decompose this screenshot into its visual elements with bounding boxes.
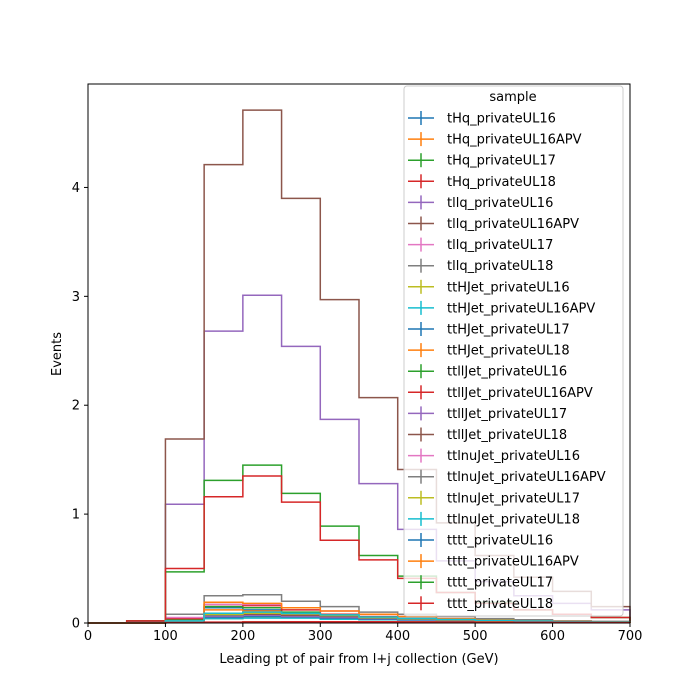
x-tick-label: 200 — [230, 629, 255, 644]
legend-entry: tHq_privateUL16APV — [408, 132, 582, 148]
legend-box — [403, 85, 624, 617]
x-axis-label: Leading pt of pair from l+j collection (… — [219, 652, 498, 667]
legend-entry: tHq_privateUL16 — [408, 111, 556, 127]
legend-entry: tHq_privateUL18 — [408, 174, 556, 190]
y-axis-label: Events — [50, 332, 65, 376]
legend-entry: tllq_privateUL16 — [408, 195, 553, 211]
legend-entries: tHq_privateUL16 tHq_privateUL16APV tHq_pri… — [408, 111, 606, 612]
legend-entry: ttlnuJet_privateUL17 — [408, 490, 580, 506]
x-tick-label: 500 — [463, 629, 488, 644]
x-axis: 0 100 200 300 400 500 600 700 — [84, 623, 643, 644]
legend-entry: tttt_privateUL16APV — [408, 554, 579, 570]
legend-entry: ttllJet_privateUL16 — [408, 364, 567, 380]
legend-label: tllq_privateUL16APV — [447, 217, 579, 232]
legend-label: ttllJet_privateUL16 — [447, 365, 567, 380]
x-tick-label: 100 — [153, 629, 178, 644]
legend-entry: ttllJet_privateUL18 — [408, 427, 567, 443]
legend-entry: tllq_privateUL17 — [408, 237, 553, 253]
legend-label: tttt_privateUL16APV — [447, 555, 579, 570]
series-line-ttlnuJet_privateUL18 — [88, 611, 631, 624]
y-tick-label: 1 — [72, 508, 80, 523]
plot-frame — [87, 83, 631, 624]
y-axis: 0 1 2 3 4 — [72, 181, 88, 632]
legend-entry: tttt_privateUL16 — [408, 533, 553, 549]
legend-label: tllq_privateUL18 — [447, 259, 553, 274]
legend-entry: tttt_privateUL18 — [408, 596, 553, 612]
legend-title: sample — [489, 90, 536, 105]
series-line-tttt_privateUL18 — [88, 620, 631, 624]
legend-entry: tllq_privateUL16APV — [408, 216, 579, 232]
legend-label: ttllJet_privateUL17 — [447, 407, 567, 422]
legend-label: ttHJet_privateUL16 — [447, 280, 570, 295]
legend-entry: tttt_privateUL17 — [408, 575, 553, 591]
legend: sample tHq_privateUL16 tHq_privateUL16APV… — [403, 85, 624, 617]
y-tick-label: 4 — [72, 181, 80, 196]
legend-entry: ttHJet_privateUL16 — [408, 279, 570, 295]
x-tick-label: 0 — [84, 629, 92, 644]
legend-label: tHq_privateUL17 — [447, 154, 556, 169]
legend-entry: ttHJet_privateUL18 — [408, 343, 570, 359]
legend-entry: ttlnuJet_privateUL16 — [408, 448, 580, 464]
x-tick-label: 300 — [308, 629, 333, 644]
legend-entry: ttlnuJet_privateUL18 — [408, 511, 580, 527]
y-tick-label: 0 — [72, 617, 80, 632]
series-layer — [88, 109, 631, 624]
x-tick-label: 700 — [618, 629, 643, 644]
legend-label: tttt_privateUL16 — [447, 534, 553, 549]
legend-label: tHq_privateUL16 — [447, 112, 556, 127]
x-tick-label: 600 — [540, 629, 565, 644]
legend-entry: tHq_privateUL17 — [408, 153, 556, 169]
legend-label: tHq_privateUL18 — [447, 175, 556, 190]
legend-label: ttHJet_privateUL16APV — [447, 301, 595, 316]
legend-label: tttt_privateUL17 — [447, 576, 553, 591]
legend-label: ttlnuJet_privateUL16APV — [447, 470, 606, 485]
legend-entry: tllq_privateUL18 — [408, 258, 553, 274]
legend-label: ttlnuJet_privateUL18 — [447, 512, 580, 527]
legend-label: ttHJet_privateUL17 — [447, 323, 570, 338]
legend-label: tllq_privateUL16 — [447, 196, 553, 211]
legend-entry: ttllJet_privateUL16APV — [408, 385, 593, 401]
legend-entry: ttllJet_privateUL17 — [408, 406, 567, 422]
legend-label: ttHJet_privateUL18 — [447, 344, 570, 359]
legend-label: tllq_privateUL17 — [447, 238, 553, 253]
legend-label: ttllJet_privateUL16APV — [447, 386, 593, 401]
legend-label: tHq_privateUL16APV — [447, 133, 582, 148]
x-tick-label: 400 — [385, 629, 410, 644]
y-tick-label: 3 — [72, 290, 80, 305]
legend-label: ttllJet_privateUL18 — [447, 428, 567, 443]
legend-label: ttlnuJet_privateUL16 — [447, 449, 580, 464]
legend-entry: ttHJet_privateUL16APV — [408, 300, 595, 316]
legend-entry: ttHJet_privateUL17 — [408, 322, 570, 338]
legend-label: ttlnuJet_privateUL17 — [447, 491, 580, 506]
legend-label: tttt_privateUL18 — [447, 597, 553, 612]
y-tick-label: 2 — [72, 399, 80, 414]
legend-entry: ttlnuJet_privateUL16APV — [408, 469, 606, 485]
